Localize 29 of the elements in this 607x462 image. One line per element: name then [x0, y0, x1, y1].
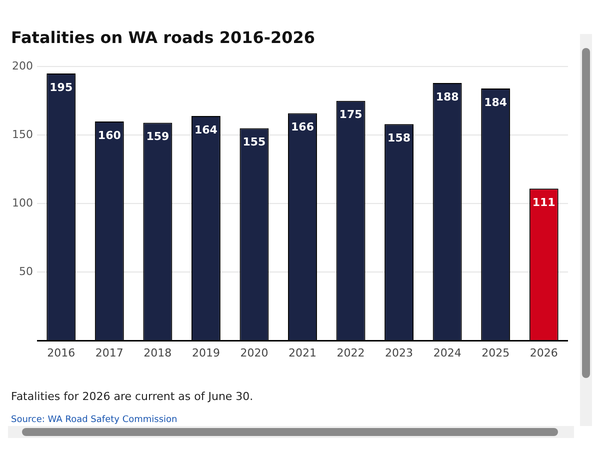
y-tick-label: 200	[12, 59, 33, 72]
data-label: 160	[98, 128, 122, 142]
data-label: 111	[532, 196, 556, 209]
x-tick-label: 2016	[47, 346, 76, 360]
x-tick-label: 2022	[336, 346, 365, 360]
data-label: 175	[339, 108, 362, 122]
x-tick-label: 2020	[240, 346, 268, 360]
x-tick-label: 2019	[192, 346, 220, 360]
data-label: 166	[291, 120, 314, 134]
x-tick-label: 2023	[385, 346, 414, 360]
source-note: Source: WA Road Safety Commission	[11, 415, 178, 425]
x-tick-label: 2024	[433, 346, 462, 360]
x-tick-label: 2017	[95, 346, 124, 360]
y-tick-label: 50	[18, 265, 33, 278]
y-tick-label: 100	[12, 196, 33, 210]
data-label: 164	[194, 123, 218, 136]
data-label: 188	[436, 90, 459, 104]
text: Fatalities for 2026 are current as of June 30.	[11, 390, 254, 403]
data-label: 158	[388, 132, 411, 145]
x-tick-label: 2018	[144, 346, 172, 360]
data-label: 155	[242, 136, 266, 149]
data-label: 195	[50, 80, 73, 94]
y-tick-label: 150	[12, 128, 33, 142]
data-label: 159	[146, 130, 170, 144]
chart-title: Fatalities on WA roads 2016-2026	[11, 28, 316, 47]
x-tick-label: 2025	[482, 346, 510, 360]
data-label: 184	[484, 96, 508, 109]
x-tick-label: 2021	[288, 346, 316, 360]
x-tick-label: 2026	[530, 346, 558, 360]
